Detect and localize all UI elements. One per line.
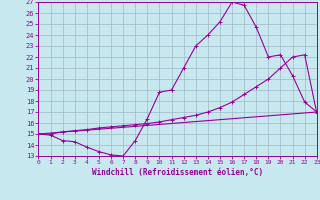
X-axis label: Windchill (Refroidissement éolien,°C): Windchill (Refroidissement éolien,°C) <box>92 168 263 177</box>
